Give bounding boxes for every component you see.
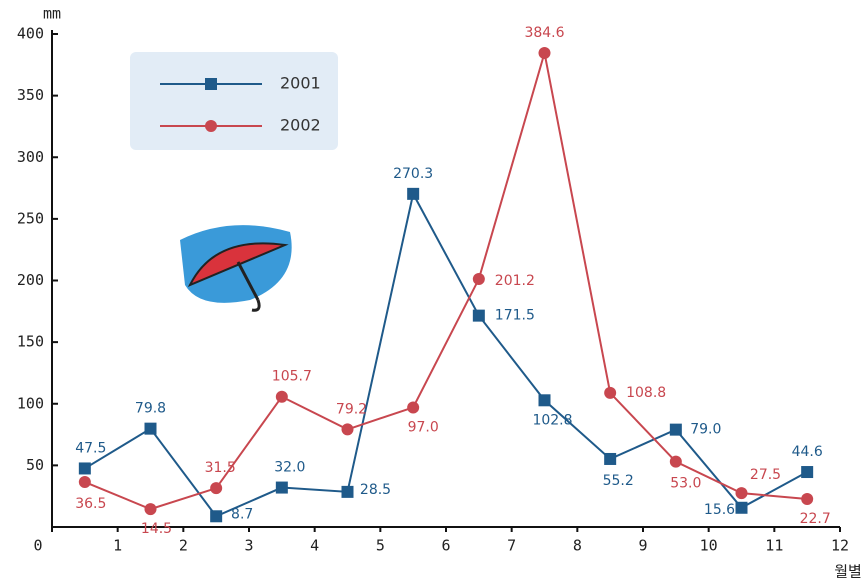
x-tick-label: 12 [831, 537, 849, 555]
data-label: 53.0 [670, 476, 701, 492]
data-label: 8.7 [231, 506, 253, 522]
y-tick-label: 350 [17, 86, 44, 104]
data-label: 79.0 [690, 422, 721, 438]
y-tick-label: 150 [17, 333, 44, 351]
legend-box [130, 52, 338, 150]
data-label: 79.2 [336, 401, 367, 417]
marker [472, 273, 485, 286]
y-unit: mm [43, 5, 61, 23]
marker [604, 386, 617, 399]
data-label: 47.5 [75, 440, 106, 456]
marker [472, 309, 485, 322]
x-tick-label: 2 [179, 537, 188, 555]
legend-marker [205, 120, 217, 132]
marker [210, 482, 223, 495]
data-label: 31.5 [205, 460, 236, 476]
data-label: 201.2 [495, 273, 535, 289]
x-tick-label: 11 [765, 537, 783, 555]
marker [144, 503, 157, 516]
legend-label: 2001 [280, 74, 321, 93]
marker [538, 46, 551, 59]
marker [538, 394, 551, 407]
marker [144, 422, 157, 435]
y-tick-label: 200 [17, 271, 44, 289]
x-tick-label: 8 [573, 537, 582, 555]
marker [801, 493, 814, 506]
data-label: 14.5 [141, 521, 172, 537]
marker [275, 481, 288, 494]
umbrella-icon [180, 225, 292, 312]
y-tick-label: 250 [17, 209, 44, 227]
data-label: 97.0 [408, 419, 439, 435]
data-label: 270.3 [393, 166, 433, 182]
data-label: 55.2 [603, 473, 634, 489]
marker [341, 485, 354, 498]
data-label: 108.8 [626, 385, 666, 401]
legend-marker [205, 78, 217, 90]
data-label: 44.6 [792, 444, 823, 460]
series-line [84, 191, 808, 518]
legend-label: 2002 [280, 116, 321, 135]
x-tick-label: 7 [507, 537, 516, 555]
x-tick-label: 9 [638, 537, 647, 555]
data-label: 36.5 [75, 496, 106, 512]
y-tick-label: 100 [17, 394, 44, 412]
data-label: 15.6 [704, 502, 735, 518]
data-label: 102.8 [532, 412, 572, 428]
y-tick-label: 400 [17, 25, 44, 43]
data-label: 105.7 [272, 369, 312, 385]
marker [669, 455, 682, 468]
x-tick-label: 4 [310, 537, 319, 555]
marker [341, 423, 354, 436]
marker [407, 401, 420, 414]
y-tick-label: 300 [17, 148, 44, 166]
marker [78, 476, 91, 489]
marker [210, 510, 223, 523]
data-label: 28.5 [360, 482, 391, 498]
y-tick-label: 50 [26, 456, 44, 474]
x-tick-label: 0 [33, 537, 42, 555]
x-tick-label: 10 [700, 537, 718, 555]
data-label: 79.8 [135, 401, 166, 417]
marker [604, 452, 617, 465]
marker [735, 501, 748, 514]
marker [801, 466, 814, 479]
x-tick-label: 3 [244, 537, 253, 555]
marker [275, 390, 288, 403]
marker [78, 462, 91, 475]
data-label: 22.7 [800, 511, 831, 527]
x-axis-label: 월별 [834, 563, 862, 581]
marker [669, 423, 682, 436]
data-label: 384.6 [524, 25, 564, 41]
series-line [84, 52, 808, 511]
data-label: 171.5 [495, 308, 535, 324]
x-tick-label: 6 [441, 537, 450, 555]
data-label: 27.5 [750, 467, 781, 483]
x-tick-label: 5 [376, 537, 385, 555]
data-label: 32.0 [274, 460, 305, 476]
marker [735, 487, 748, 500]
marker [407, 187, 420, 200]
x-tick-label: 1 [113, 537, 122, 555]
